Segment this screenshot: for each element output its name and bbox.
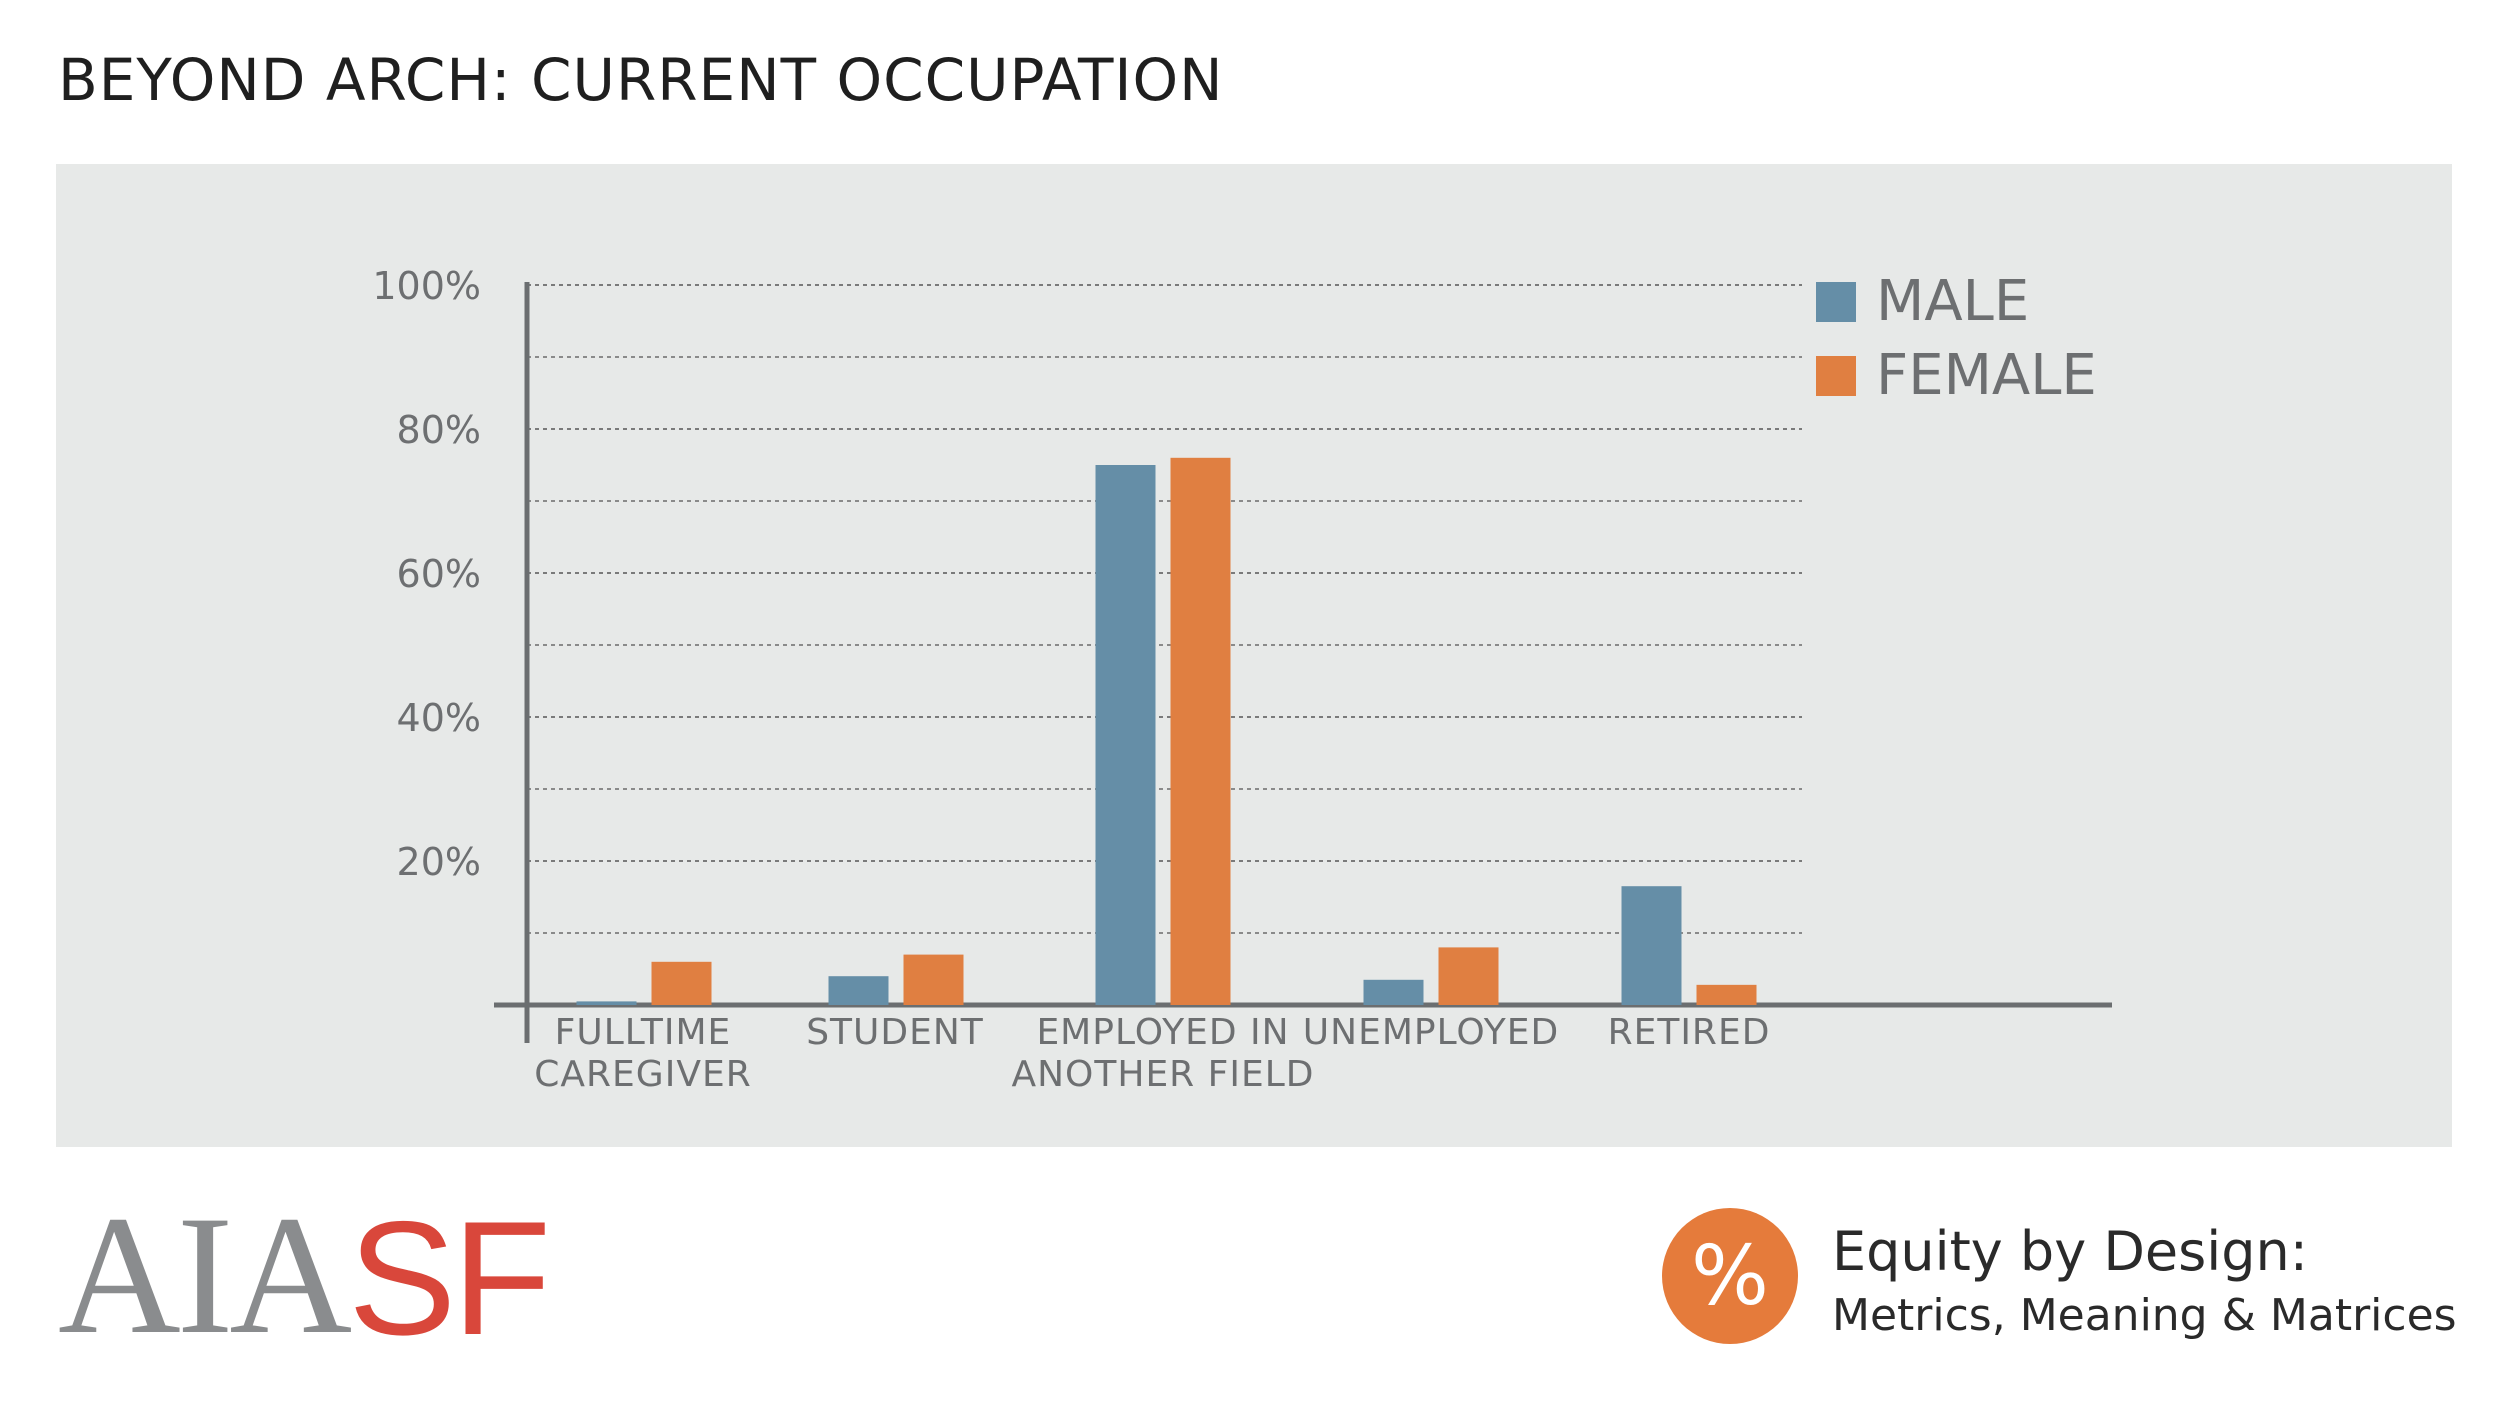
tagline-title: Equity by Design: [1832, 1220, 2308, 1283]
bar-female-4 [1696, 984, 1757, 1005]
x-tick-label: FULLTIME [555, 1012, 732, 1053]
chart-panel: 20% 40% 60% 80% 100% FULLTIME CAREGIVER STUDENT… [56, 164, 2452, 1147]
badge-symbol: % [1691, 1228, 1769, 1324]
x-tick-label: STUDENT [806, 1012, 984, 1053]
bar-female-2 [1170, 457, 1231, 1005]
aiasf-logo: AIA SF [58, 1188, 551, 1369]
logo-text-sf: SF [348, 1188, 551, 1369]
legend-label-female: FEMALE [1876, 343, 2097, 408]
x-tick-label: EMPLOYED IN [1036, 1012, 1289, 1053]
legend-swatch-female [1816, 356, 1856, 396]
bar-male-3 [1363, 979, 1424, 1005]
bar-male-1 [828, 976, 889, 1005]
bar-female-1 [903, 954, 964, 1005]
x-tick-label: UNEMPLOYED [1303, 1012, 1559, 1053]
y-tick-label: 20% [397, 840, 481, 884]
legend-label-male: MALE [1876, 269, 2029, 334]
x-tick-label: CAREGIVER [534, 1054, 751, 1095]
y-tick-label: 100% [372, 264, 481, 308]
x-tick-label: ANOTHER FIELD [1011, 1054, 1314, 1095]
tagline-subtitle: Metrics, Meaning & Matrices [1832, 1290, 2457, 1341]
x-tick-label: RETIRED [1608, 1012, 1771, 1053]
bar-female-3 [1438, 947, 1499, 1005]
legend-swatch-male [1816, 282, 1856, 322]
bar-female-0 [651, 961, 712, 1005]
page-title: BEYOND ARCH: CURRENT OCCUPATION [58, 46, 1224, 114]
percent-icon: % [1662, 1208, 1798, 1344]
y-tick-label: 40% [397, 696, 481, 740]
y-tick-label: 80% [397, 408, 481, 452]
y-tick-label: 60% [397, 552, 481, 596]
logo-text-aia: AIA [58, 1181, 352, 1369]
bar-male-2 [1095, 465, 1156, 1005]
bar-male-0 [576, 1001, 637, 1005]
bar-male-4 [1621, 886, 1682, 1005]
